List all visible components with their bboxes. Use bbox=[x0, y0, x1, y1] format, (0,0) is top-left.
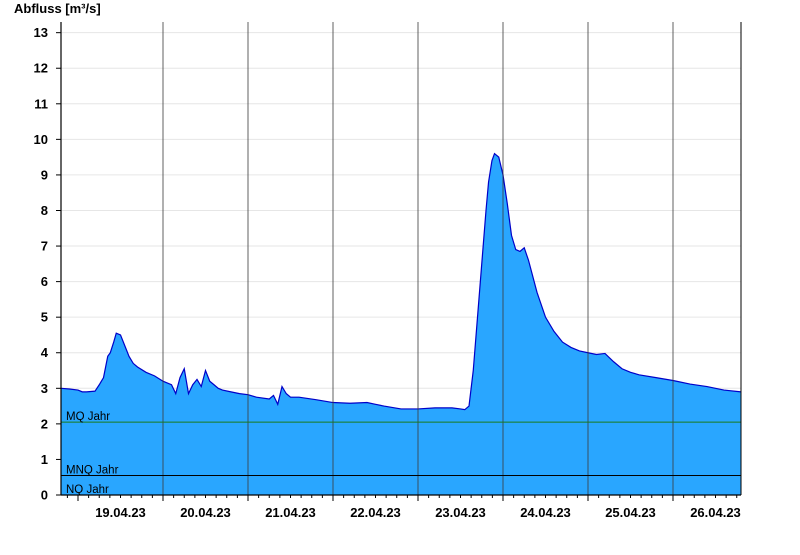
x-tick-label-2: 21.04.23 bbox=[265, 505, 316, 520]
x-tick-label-7: 26.04.23 bbox=[690, 505, 741, 520]
x-tick-label-6: 25.04.23 bbox=[605, 505, 656, 520]
reference-label-0: MQ Jahr bbox=[66, 411, 110, 423]
x-tick-label-0: 19.04.23 bbox=[95, 505, 146, 520]
y-tick-label-4: 4 bbox=[41, 345, 49, 360]
x-tick-label-5: 24.04.23 bbox=[520, 505, 571, 520]
x-tick-label-4: 23.04.23 bbox=[435, 505, 486, 520]
y-tick-label-0: 0 bbox=[41, 488, 48, 503]
y-tick-label-2: 2 bbox=[41, 416, 48, 431]
y-tick-label-10: 10 bbox=[34, 132, 48, 147]
y-tick-label-1: 1 bbox=[41, 452, 48, 467]
reference-label-2: NQ Jahr bbox=[66, 484, 109, 496]
y-tick-label-12: 12 bbox=[34, 61, 48, 76]
y-axis-label: Abfluss [m³/s] bbox=[14, 1, 101, 16]
y-tick-label-8: 8 bbox=[41, 203, 48, 218]
y-tick-label-11: 11 bbox=[34, 96, 48, 111]
y-tick-label-3: 3 bbox=[41, 381, 48, 396]
series-area bbox=[61, 153, 741, 495]
y-tick-label-7: 7 bbox=[41, 239, 48, 254]
y-tick-label-13: 13 bbox=[34, 25, 48, 40]
x-tick-label-1: 20.04.23 bbox=[180, 505, 231, 520]
y-tick-label-5: 5 bbox=[41, 310, 48, 325]
y-tick-label-9: 9 bbox=[41, 167, 48, 182]
x-tick-label-3: 22.04.23 bbox=[350, 505, 401, 520]
y-tick-label-6: 6 bbox=[41, 274, 48, 289]
reference-label-1: MNQ Jahr bbox=[66, 464, 119, 476]
